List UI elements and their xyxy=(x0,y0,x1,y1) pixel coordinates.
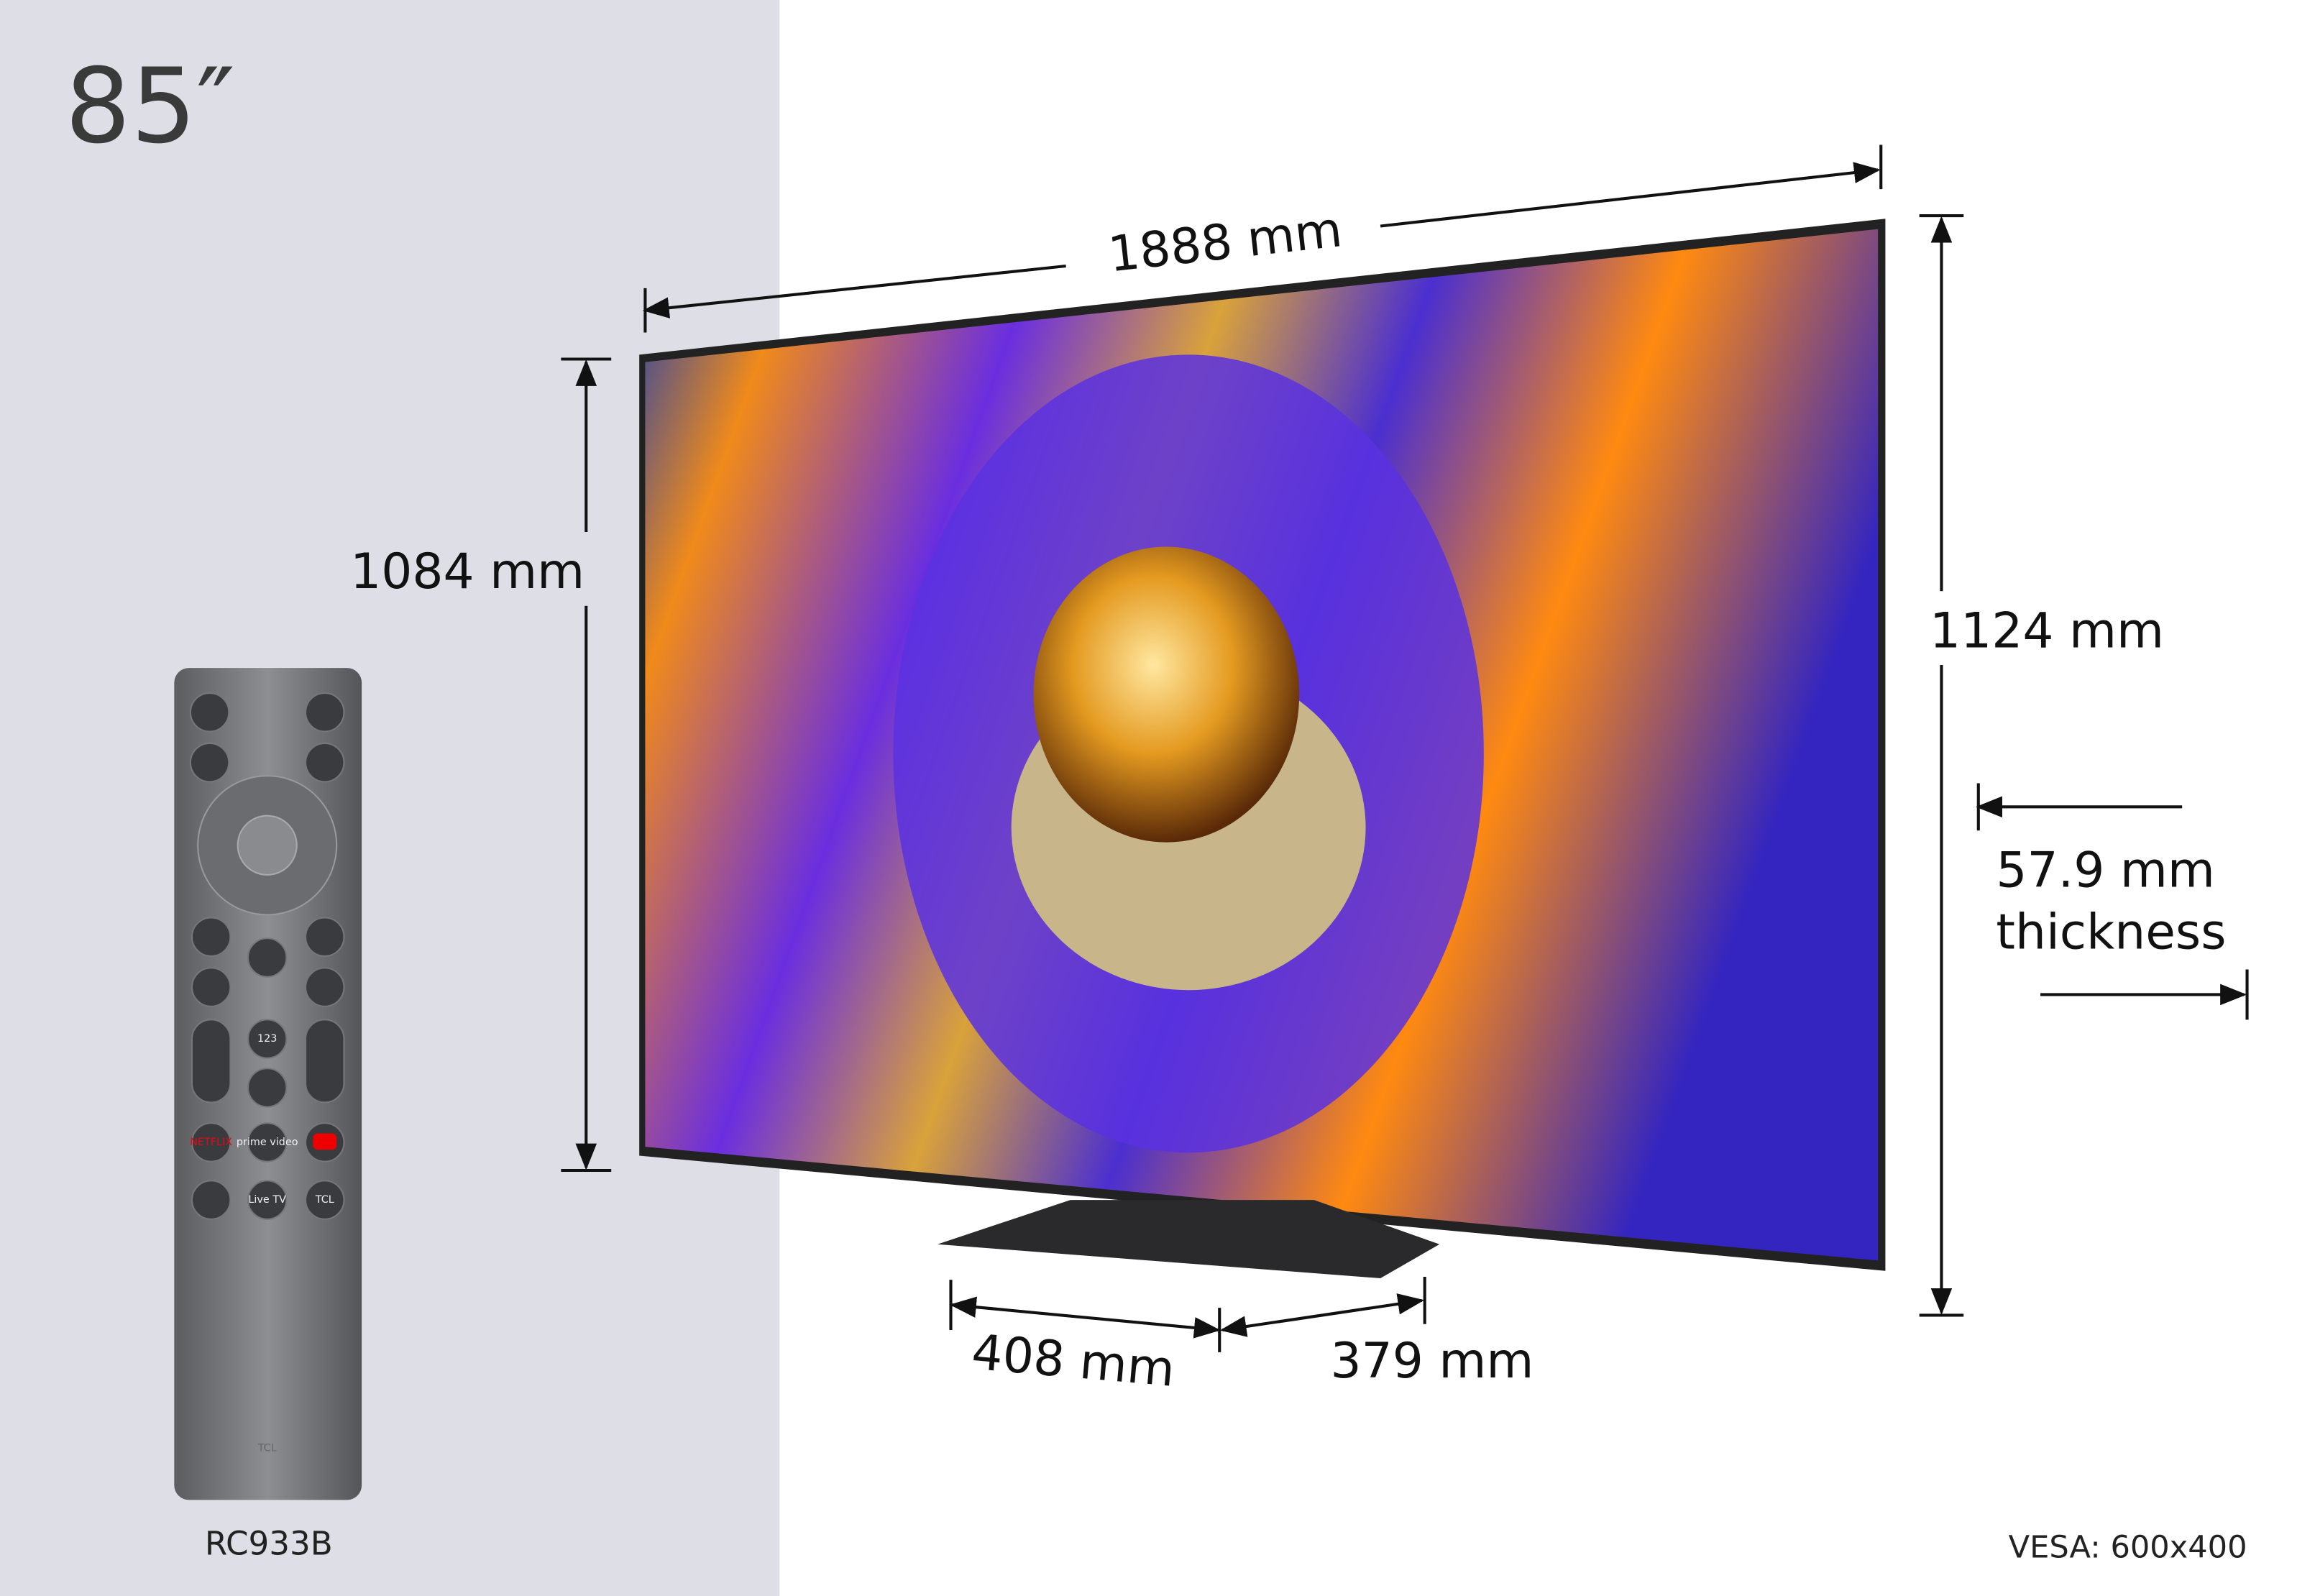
remote-button xyxy=(305,692,345,733)
label-bg xyxy=(1919,591,2156,665)
size-label: 85″ xyxy=(65,46,235,166)
remote-button-label: NETFLIX xyxy=(190,1137,232,1148)
remote-button xyxy=(247,1019,288,1059)
height-label: 1084 mm xyxy=(350,543,585,600)
stand-width-label: 379 mm xyxy=(1331,1332,1534,1389)
dim-line xyxy=(949,1296,1221,1339)
remote-model: RC933B xyxy=(205,1524,333,1562)
dim-line xyxy=(642,264,1066,318)
remote-button xyxy=(305,1180,345,1220)
thickness-label: thickness xyxy=(1996,904,2226,960)
remote-button-label: prime video xyxy=(237,1137,298,1148)
total-height-label: 1124 mm xyxy=(1930,602,2164,659)
youtube-icon xyxy=(313,1133,337,1150)
remote-button xyxy=(191,917,232,957)
thickness-value: 57.9 mm xyxy=(1996,841,2214,898)
remote-button-label: Live TV xyxy=(248,1194,286,1206)
remote-button xyxy=(189,742,230,783)
remote-ok xyxy=(237,815,298,876)
remote-button xyxy=(305,967,345,1007)
remote-button xyxy=(191,1122,232,1162)
remote-button xyxy=(247,1122,288,1162)
remote-button xyxy=(191,967,232,1007)
stand-depth-label: 408 mm xyxy=(969,1324,1177,1398)
remote-button-label: 123 xyxy=(257,1033,277,1045)
dim-line xyxy=(1219,1293,1425,1337)
tv-stand xyxy=(938,1200,1440,1279)
remote-volume xyxy=(191,1019,232,1104)
remote-button xyxy=(191,1180,232,1220)
remote-button xyxy=(305,917,345,957)
remote-button xyxy=(305,742,345,783)
screen-art xyxy=(1033,546,1300,843)
width-label: 1888 mm xyxy=(1106,201,1345,283)
remote-button xyxy=(247,937,288,978)
remote-brand: TCL xyxy=(257,1442,277,1454)
dim-line xyxy=(1380,162,1881,228)
remote-button xyxy=(247,1068,288,1108)
vesa-label: VESA: 600x400 xyxy=(2009,1530,2247,1566)
remote-channel xyxy=(305,1019,345,1104)
remote-button xyxy=(189,692,230,733)
label-bg xyxy=(339,532,591,606)
remote-button-label: TCL xyxy=(315,1194,334,1206)
remote-button xyxy=(247,1180,288,1220)
